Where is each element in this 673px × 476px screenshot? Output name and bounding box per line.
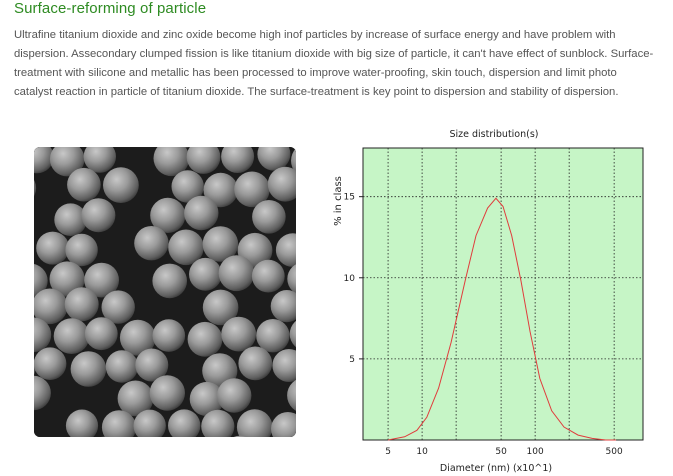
x-tick-label: 50 [495,447,507,457]
particle-sphere [238,346,273,381]
particle-sphere [54,203,87,236]
tick-labels: 5 10 15 5 10 50 100 500 [344,193,623,457]
particle-sphere [34,147,54,174]
particle-sphere [271,412,296,437]
page-title: Surface-reforming of particle [14,0,207,17]
particle-sphere [287,264,296,294]
size-distribution-chart: Size distribution(s) 5 10 15 5 10 50 100 500 Di… [333,129,644,474]
particle-sphere [117,380,154,417]
y-tick-label: 5 [349,355,355,365]
particle-sphere [187,321,223,357]
particle-sphere [236,409,273,437]
y-tick-label: 15 [344,193,355,203]
particle-sphere [84,317,118,351]
particle-sphere [270,290,296,323]
chart-title: Size distribution(s) [449,129,538,140]
particle-sphere [234,171,270,208]
particle-sphere [70,351,107,387]
particle-sphere [81,198,116,233]
particle-sphere [65,409,99,437]
particle-sphere [152,319,186,352]
particle-sphere [67,167,101,202]
particle-sphere [36,231,70,265]
particle-sphere [34,179,37,197]
particle-sphere [186,147,221,174]
particle-sphere [34,375,51,411]
particle-sphere [289,320,296,348]
particle-sphere [203,172,238,208]
particle-sphere [150,197,186,233]
particle-sphere [189,257,222,291]
x-tick-label: 5 [385,447,391,457]
particle-sphere [105,350,139,383]
particle-sphere [49,261,85,297]
plot-area [362,147,644,441]
particle-sphere [251,259,285,293]
particle-sphere [135,348,169,382]
particle-sphere [257,147,291,171]
particle-sphere [168,229,204,266]
particle-sphere [202,226,239,262]
particle-sphere [287,379,296,411]
particle-sphere [119,319,156,356]
particle-micrograph [34,147,296,437]
x-axis-label: Diameter (nm) (x10^1) [440,463,552,474]
particle-sphere [256,319,290,353]
particle-sphere [202,289,239,326]
y-tick-label: 10 [344,274,356,284]
particle-sphere [189,381,224,417]
particle-sphere [291,148,296,174]
particle-sphere [152,263,187,299]
particle-sphere [168,409,201,437]
particle-sphere [272,349,296,382]
particle-sphere [83,147,116,173]
particle-sphere [34,264,48,298]
particle-micrograph-image [34,147,296,437]
particle-sphere [233,435,247,437]
particle-sphere [101,410,137,437]
particle-sphere [217,378,252,413]
particle-sphere [64,287,99,322]
particle-sphere [153,147,190,177]
particle-sphere [34,288,68,325]
x-tick-label: 500 [606,447,623,457]
particle-sphere [133,409,166,437]
particle-sphere [34,317,52,353]
x-tick-label: 100 [527,447,544,457]
particle-sphere [275,233,296,267]
particle-sphere [34,347,67,380]
description-paragraph: Ultrafine titanium dioxide and zinc oxid… [14,29,654,98]
particle-sphere [184,195,219,231]
grid-lines [359,148,643,440]
particle-sphere [134,226,169,261]
particle-sphere [201,409,235,437]
particle-sphere [221,316,257,352]
particle-sphere [171,170,204,203]
x-tick-label: 10 [416,447,428,457]
particle-sphere [84,262,119,298]
particle-sphere [149,375,185,411]
particle-sphere [101,290,135,324]
distribution-curve [388,197,617,441]
particle-sphere [53,318,90,354]
particle-sphere [218,255,255,292]
particle-sphere [65,233,98,267]
particle-sphere [267,166,296,202]
particle-sphere [49,147,85,177]
particle-sphere [221,147,255,173]
particle-sphere [252,200,286,234]
particle-sphere [103,167,139,203]
y-axis-label: % in class [333,176,344,226]
